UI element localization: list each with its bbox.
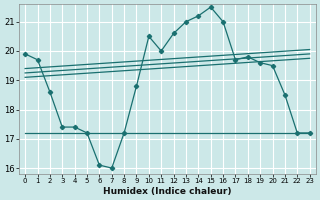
X-axis label: Humidex (Indice chaleur): Humidex (Indice chaleur) <box>103 187 232 196</box>
